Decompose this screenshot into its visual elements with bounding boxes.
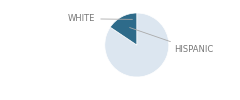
Wedge shape — [105, 13, 169, 77]
Text: HISPANIC: HISPANIC — [130, 28, 214, 54]
Text: WHITE: WHITE — [68, 14, 132, 23]
Wedge shape — [110, 13, 137, 45]
